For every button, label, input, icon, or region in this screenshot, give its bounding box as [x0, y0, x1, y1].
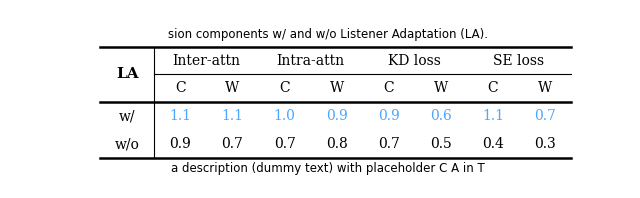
- Text: 1.1: 1.1: [482, 109, 504, 123]
- Text: SE loss: SE loss: [493, 53, 545, 68]
- Text: 0.7: 0.7: [221, 137, 243, 151]
- Text: 0.3: 0.3: [534, 137, 556, 151]
- Text: W: W: [225, 81, 239, 95]
- Text: LA: LA: [116, 68, 138, 81]
- Text: 1.1: 1.1: [221, 109, 244, 123]
- Text: Inter-attn: Inter-attn: [173, 53, 241, 68]
- Text: C: C: [383, 81, 394, 95]
- Text: 0.7: 0.7: [378, 137, 400, 151]
- Text: W: W: [330, 81, 344, 95]
- Text: 0.9: 0.9: [170, 137, 191, 151]
- Text: 0.7: 0.7: [274, 137, 296, 151]
- Text: 1.1: 1.1: [170, 109, 191, 123]
- Text: sion components w/ and w/o Listener Adaptation (LA).: sion components w/ and w/o Listener Adap…: [168, 28, 488, 41]
- Text: 0.4: 0.4: [482, 137, 504, 151]
- Text: C: C: [279, 81, 290, 95]
- Text: w/: w/: [119, 109, 136, 123]
- Text: KD loss: KD loss: [388, 53, 441, 68]
- Text: 0.9: 0.9: [326, 109, 348, 123]
- Text: 0.9: 0.9: [378, 109, 399, 123]
- Text: 1.0: 1.0: [274, 109, 296, 123]
- Text: Intra-attn: Intra-attn: [276, 53, 345, 68]
- Text: 0.8: 0.8: [326, 137, 348, 151]
- Text: W: W: [538, 81, 552, 95]
- Text: a description (dummy text) with placeholder C A in T: a description (dummy text) with placehol…: [171, 162, 485, 175]
- Text: 0.6: 0.6: [430, 109, 452, 123]
- Text: w/o: w/o: [115, 137, 140, 151]
- Text: 0.7: 0.7: [534, 109, 556, 123]
- Text: 0.5: 0.5: [430, 137, 452, 151]
- Text: W: W: [434, 81, 448, 95]
- Text: C: C: [488, 81, 498, 95]
- Text: C: C: [175, 81, 186, 95]
